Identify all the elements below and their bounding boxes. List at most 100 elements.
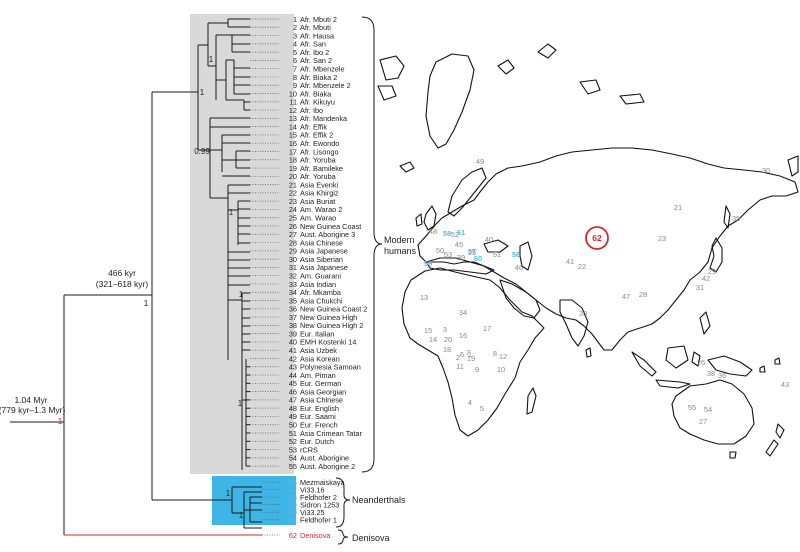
leaf-number: 16: [289, 139, 297, 148]
node-support: 1: [239, 290, 244, 299]
map-neanderthal-number: 59: [424, 259, 432, 268]
map-neanderthal-number: 60: [474, 254, 482, 263]
leaf-number: 7: [293, 64, 297, 73]
leaf-label: Am. Warao 2: [300, 205, 342, 214]
leaf-leaders: [250, 18, 280, 536]
map-sample-number: 33: [579, 309, 587, 318]
map-sample-number: 17: [483, 324, 491, 333]
leaf-label: Asia Chinese: [300, 396, 343, 405]
leaf-number: 2: [293, 23, 297, 32]
leaf-number: 42: [289, 354, 297, 363]
leaf-label: Denisova: [300, 531, 331, 540]
leaf-number: 56: [289, 478, 297, 487]
sumatra-outline: [631, 351, 657, 377]
leaf-label: Afr. Kikuyu: [300, 98, 335, 107]
map-sample-number: 47: [622, 292, 630, 301]
leaf-number: 25: [289, 214, 297, 223]
leaf-label: Afr. Mkamba: [300, 288, 342, 297]
leaf-label: Mezmaiskaya: [300, 478, 346, 487]
leaf-number: 44: [289, 371, 297, 380]
leaf-number: 60: [289, 508, 297, 517]
leaf-number: 47: [289, 396, 297, 405]
britain-outline: [423, 205, 437, 231]
map-sample-number: 1: [468, 350, 472, 359]
leaf-label: New Guinea Coast: [300, 222, 361, 231]
leaf-label: Asia Japanese: [300, 247, 348, 256]
leaf-number: 5: [293, 48, 297, 57]
denisova-brace: [337, 529, 349, 545]
map-sample-number: 28: [639, 290, 647, 299]
leaf-label: Asia Crimean Tatar: [300, 429, 362, 438]
leaf-label: Afr. Mandenka: [300, 114, 348, 123]
map-sample-number: 45: [455, 240, 463, 249]
map-sample-number: 14: [429, 335, 437, 344]
map-sample-number: 4: [468, 398, 472, 407]
leaf-label: Asia Evenki: [300, 180, 339, 189]
map-sample-number: 31: [696, 283, 704, 292]
map-sample-number: 46: [515, 263, 523, 272]
map-sample-number: 8: [493, 349, 497, 358]
leaf-number: 33: [289, 280, 297, 289]
leaf-number: 22: [289, 189, 297, 198]
leaf-number: 19: [289, 164, 297, 173]
leaf-number: 40: [289, 338, 297, 347]
philippines-outline: [699, 311, 711, 335]
leaf-label: Am. Piman: [300, 371, 336, 380]
leaf-label: Afr. Effik: [300, 122, 327, 131]
neanderthals-label: Neanderthals: [352, 495, 406, 505]
leaf-number: 43: [289, 363, 297, 372]
map-sample-number: 30: [762, 166, 770, 175]
leaf-number: 57: [289, 485, 297, 494]
leaf-number: 50: [289, 421, 297, 430]
australia-outline: [671, 379, 755, 445]
leaf-number: 1: [293, 15, 297, 24]
leaf-number: 38: [289, 321, 297, 330]
root-support-label: 1: [58, 416, 63, 426]
mediterranean-outline: [425, 257, 495, 275]
denisova-map-number: 62: [592, 233, 602, 243]
leaf-label: Asia Chinese: [300, 238, 343, 247]
leaf-label: Afr. San 2: [300, 56, 332, 65]
leaf-label: Polynesia Samoan: [300, 363, 361, 372]
new-guinea-outline: [707, 355, 753, 377]
iceland-outline: [399, 161, 415, 173]
leaf-number: 62: [289, 531, 297, 540]
map-sample-number: 13: [420, 293, 428, 302]
leaf-label: Eur. French: [300, 421, 338, 430]
leaf-number: 52: [289, 437, 297, 446]
india-outline: [559, 299, 589, 347]
leaf-label: Eur. Dutch: [300, 437, 334, 446]
leaf-number: 3: [293, 31, 297, 40]
leaf-number: 28: [289, 238, 297, 247]
greenland-outline: [425, 53, 475, 149]
map-sample-number: 10: [497, 365, 505, 374]
map-sample-number: 6: [460, 350, 464, 359]
leaf-label: Afr. Ibo 2: [300, 48, 329, 57]
neanderthal-support: 1: [239, 511, 244, 520]
sakhalin-outline: [723, 205, 731, 229]
modern-support-label: 1: [144, 298, 149, 308]
caspian-sea-outline: [519, 241, 533, 271]
svalbard-outline: [497, 59, 515, 75]
node-support: 1: [238, 399, 243, 408]
leaf-number: 12: [289, 106, 297, 115]
leaf-label: Afr. Hausa: [300, 31, 335, 40]
leaf-number: 11: [289, 98, 297, 107]
leaf-label: rCRS: [300, 445, 318, 454]
leaf-number: 53: [289, 445, 297, 454]
leaf-number: 29: [289, 247, 297, 256]
leaf-label: Eur. English: [300, 404, 339, 413]
map-sample-number: 49: [476, 157, 484, 166]
leaf-number: 10: [289, 89, 297, 98]
leaf-number: 54: [289, 454, 297, 463]
tree-branches: [10, 18, 262, 536]
leaf-label: Afr. Effik 2: [300, 131, 333, 140]
arctic-island: [579, 79, 601, 95]
denisova-label: Denisova: [352, 533, 390, 543]
map-sample-number: 23: [658, 234, 666, 243]
sulawesi-outline: [691, 351, 701, 367]
modern-humans-brace: [361, 16, 383, 473]
leaf-label: Eur. Saami: [300, 412, 336, 421]
africa-outline: [401, 267, 545, 437]
